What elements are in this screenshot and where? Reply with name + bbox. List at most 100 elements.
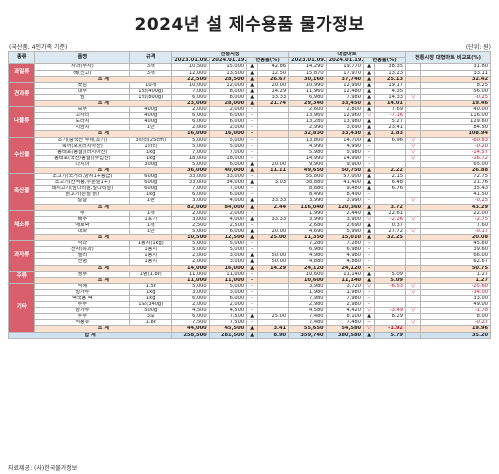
table-row: 북어(포)(러시아산) 1마리 5,000 5,000-4,990 4,990- ▽ -0.…	[9, 142, 491, 150]
market-price-2023: 11,000	[171, 276, 210, 284]
mart-price-2024: 13,980	[325, 118, 365, 126]
market-price-2023: 12,000	[171, 69, 210, 77]
item-name: 대추	[34, 87, 131, 95]
mart-price-2024: 11,140	[325, 270, 365, 278]
mart-change-arrow: ▲	[363, 124, 376, 132]
header-market-date2: 2024.01.19.	[208, 57, 248, 65]
market-price-2023: 258,500	[171, 331, 210, 339]
compare-arrow: ▽	[404, 142, 422, 150]
grand-total-label: 합 계	[7, 331, 173, 339]
market-change-arrow: -	[246, 301, 259, 309]
mart-change-arrow: ▽	[363, 112, 376, 120]
compare-arrow: ▽	[404, 215, 422, 223]
compare-arrow: ▽	[404, 197, 422, 205]
category-label: 견과류	[7, 81, 36, 108]
market-change-arrow: ▲	[246, 264, 259, 272]
mart-change-arrow: -	[363, 264, 376, 272]
mart-change-arrow: ▲	[363, 81, 376, 89]
mart-change-arrow: ▲	[363, 209, 376, 217]
item-name: 식혜	[34, 282, 131, 290]
market-change-arrow: -	[246, 124, 259, 132]
market-price-2024: 11,000	[208, 276, 248, 284]
mart-change-arrow: ▲	[363, 276, 376, 284]
item-name: 전병	[34, 258, 131, 266]
table-row: 애호박 1개 2,500 2,500-2,680 2,690 ▲ 0.37 7.60	[9, 221, 491, 229]
table-body: 과일류 사과(부사) 3개 10,500 15,000 ▲ 42.86 14,290 19,77…	[7, 63, 491, 339]
item-name: 시금치	[34, 124, 131, 132]
mart-change-arrow: -	[363, 142, 376, 150]
item-name: 두부	[34, 313, 131, 321]
price-table: 종류 품명 규격 전통시장 대형마트 전통시장 대형마트 비교표(%) 2023…	[7, 50, 492, 339]
market-price-2023: 36,000	[171, 166, 210, 175]
mart-change-arrow: ▲	[363, 118, 376, 126]
table-row: 기타 식혜 1.5ℓ 5,000 5,000-3,980 3,720 ▽ -6.53 ▽ -25.…	[7, 282, 491, 333]
mart-price-2024: 12,480	[325, 87, 365, 95]
market-change-arrow: -	[246, 191, 259, 199]
mart-price-2023: 359,740	[288, 331, 327, 339]
mart-price-2024: 57,000	[325, 173, 365, 181]
market-change-arrow: ▲	[246, 227, 259, 236]
mart-change-arrow: ▽	[363, 282, 376, 290]
category-label: 과일류	[7, 63, 36, 83]
mart-change-arrow: ▲	[363, 93, 376, 101]
mart-change-arrow: ▲	[363, 331, 376, 339]
mart-change-arrow: -	[363, 258, 376, 266]
source-note: 자료제공: (사)한국물가정보	[8, 465, 78, 472]
header-spec: 규격	[129, 50, 173, 65]
market-price-2024: 28,000	[208, 99, 248, 108]
item-name: 양가루	[34, 307, 131, 315]
item-name: 동태포(동결)(러시아산)	[34, 148, 131, 156]
item-name: 동태포(국산/동결)(수입산)	[34, 154, 131, 162]
market-change-arrow: -	[246, 288, 259, 296]
mart-price-2024: 17,970	[325, 69, 365, 77]
header-compare: 전통시장 대형마트 비교표(%)	[404, 50, 492, 65]
mart-price-2024: 37,740	[325, 75, 365, 83]
mart-change-arrow: -	[363, 154, 376, 162]
mart-change-arrow: ▲	[363, 221, 376, 229]
market-price-2024: 33,000	[208, 173, 248, 181]
market-change-arrow: ▲	[246, 197, 259, 205]
market-change-arrow: -	[246, 276, 259, 284]
mart-change-arrow: ▲	[363, 63, 376, 71]
table-row: 산자(유과) 1봉지 5,000 5,000-6,980 6,980-39.60	[9, 246, 491, 254]
table-row: 견과류 곶감 10개 10,000 12,000 ▲ 20.00 10,990 12,990 ▲ 1…	[7, 81, 491, 108]
mart-change-arrow: -	[363, 246, 376, 254]
mart-change-arrow: -	[363, 240, 376, 248]
header-item: 품명	[34, 50, 131, 65]
market-price-2024: 34,000	[208, 179, 248, 187]
table-row: 대파 1단 5,000 6,000 ▲ 20.00 4,690 5,990 ▲ 27.72 ▽ -0.…	[9, 227, 491, 236]
mart-change-arrow: ▽	[363, 215, 376, 223]
market-change: 8.90	[257, 331, 290, 339]
compare-arrow: ▽	[404, 93, 422, 101]
market-change-arrow: -	[246, 270, 259, 278]
item-name: 산자(유과)	[34, 246, 131, 254]
mart-change-arrow: ▲	[363, 87, 376, 95]
market-price-2024: 16,000	[208, 130, 248, 138]
mart-price-2024: 33,450	[325, 99, 365, 108]
market-change-arrow: -	[246, 209, 259, 217]
market-change-arrow: ▲	[246, 203, 259, 211]
mart-price-2024: 19,770	[325, 63, 365, 71]
mart-price-2024: 54,580	[325, 325, 365, 333]
market-change-arrow: -	[246, 136, 259, 144]
mart-change-arrow: ▲	[363, 69, 376, 77]
market-price-2023: 22,500	[171, 75, 210, 83]
currency-note: (단위: 원)	[465, 44, 491, 51]
item-name: 밤	[34, 93, 131, 101]
mart-change-arrow: -	[363, 148, 376, 156]
market-price-2023: 23,000	[171, 99, 210, 108]
subtotal-row: 소 계 23,000 28,000 ▲ 21.74 29,340 33,450 ▲ 14.01 1…	[9, 99, 491, 108]
category-label: 주류	[7, 270, 36, 284]
compare-arrow: ▽	[404, 148, 422, 156]
mart-change-arrow: ▲	[363, 227, 376, 236]
item-name: 소고기(산적용,우둔살1+)	[34, 179, 131, 187]
market-price-2024: 12,000	[208, 81, 248, 89]
market-change-arrow: -	[246, 246, 259, 254]
market-change-arrow: -	[246, 319, 259, 327]
table-row: 도라지 400g 6,000 6,000-13,280 13,980 ▲ 5.27 129.6…	[9, 118, 491, 126]
market-change-arrow: ▲	[246, 325, 259, 333]
item-name: 두부	[34, 301, 131, 309]
category-label: 축산물	[7, 173, 36, 211]
mart-price-2024: 14,990	[325, 154, 365, 162]
item-name: 밀가루	[34, 288, 131, 296]
